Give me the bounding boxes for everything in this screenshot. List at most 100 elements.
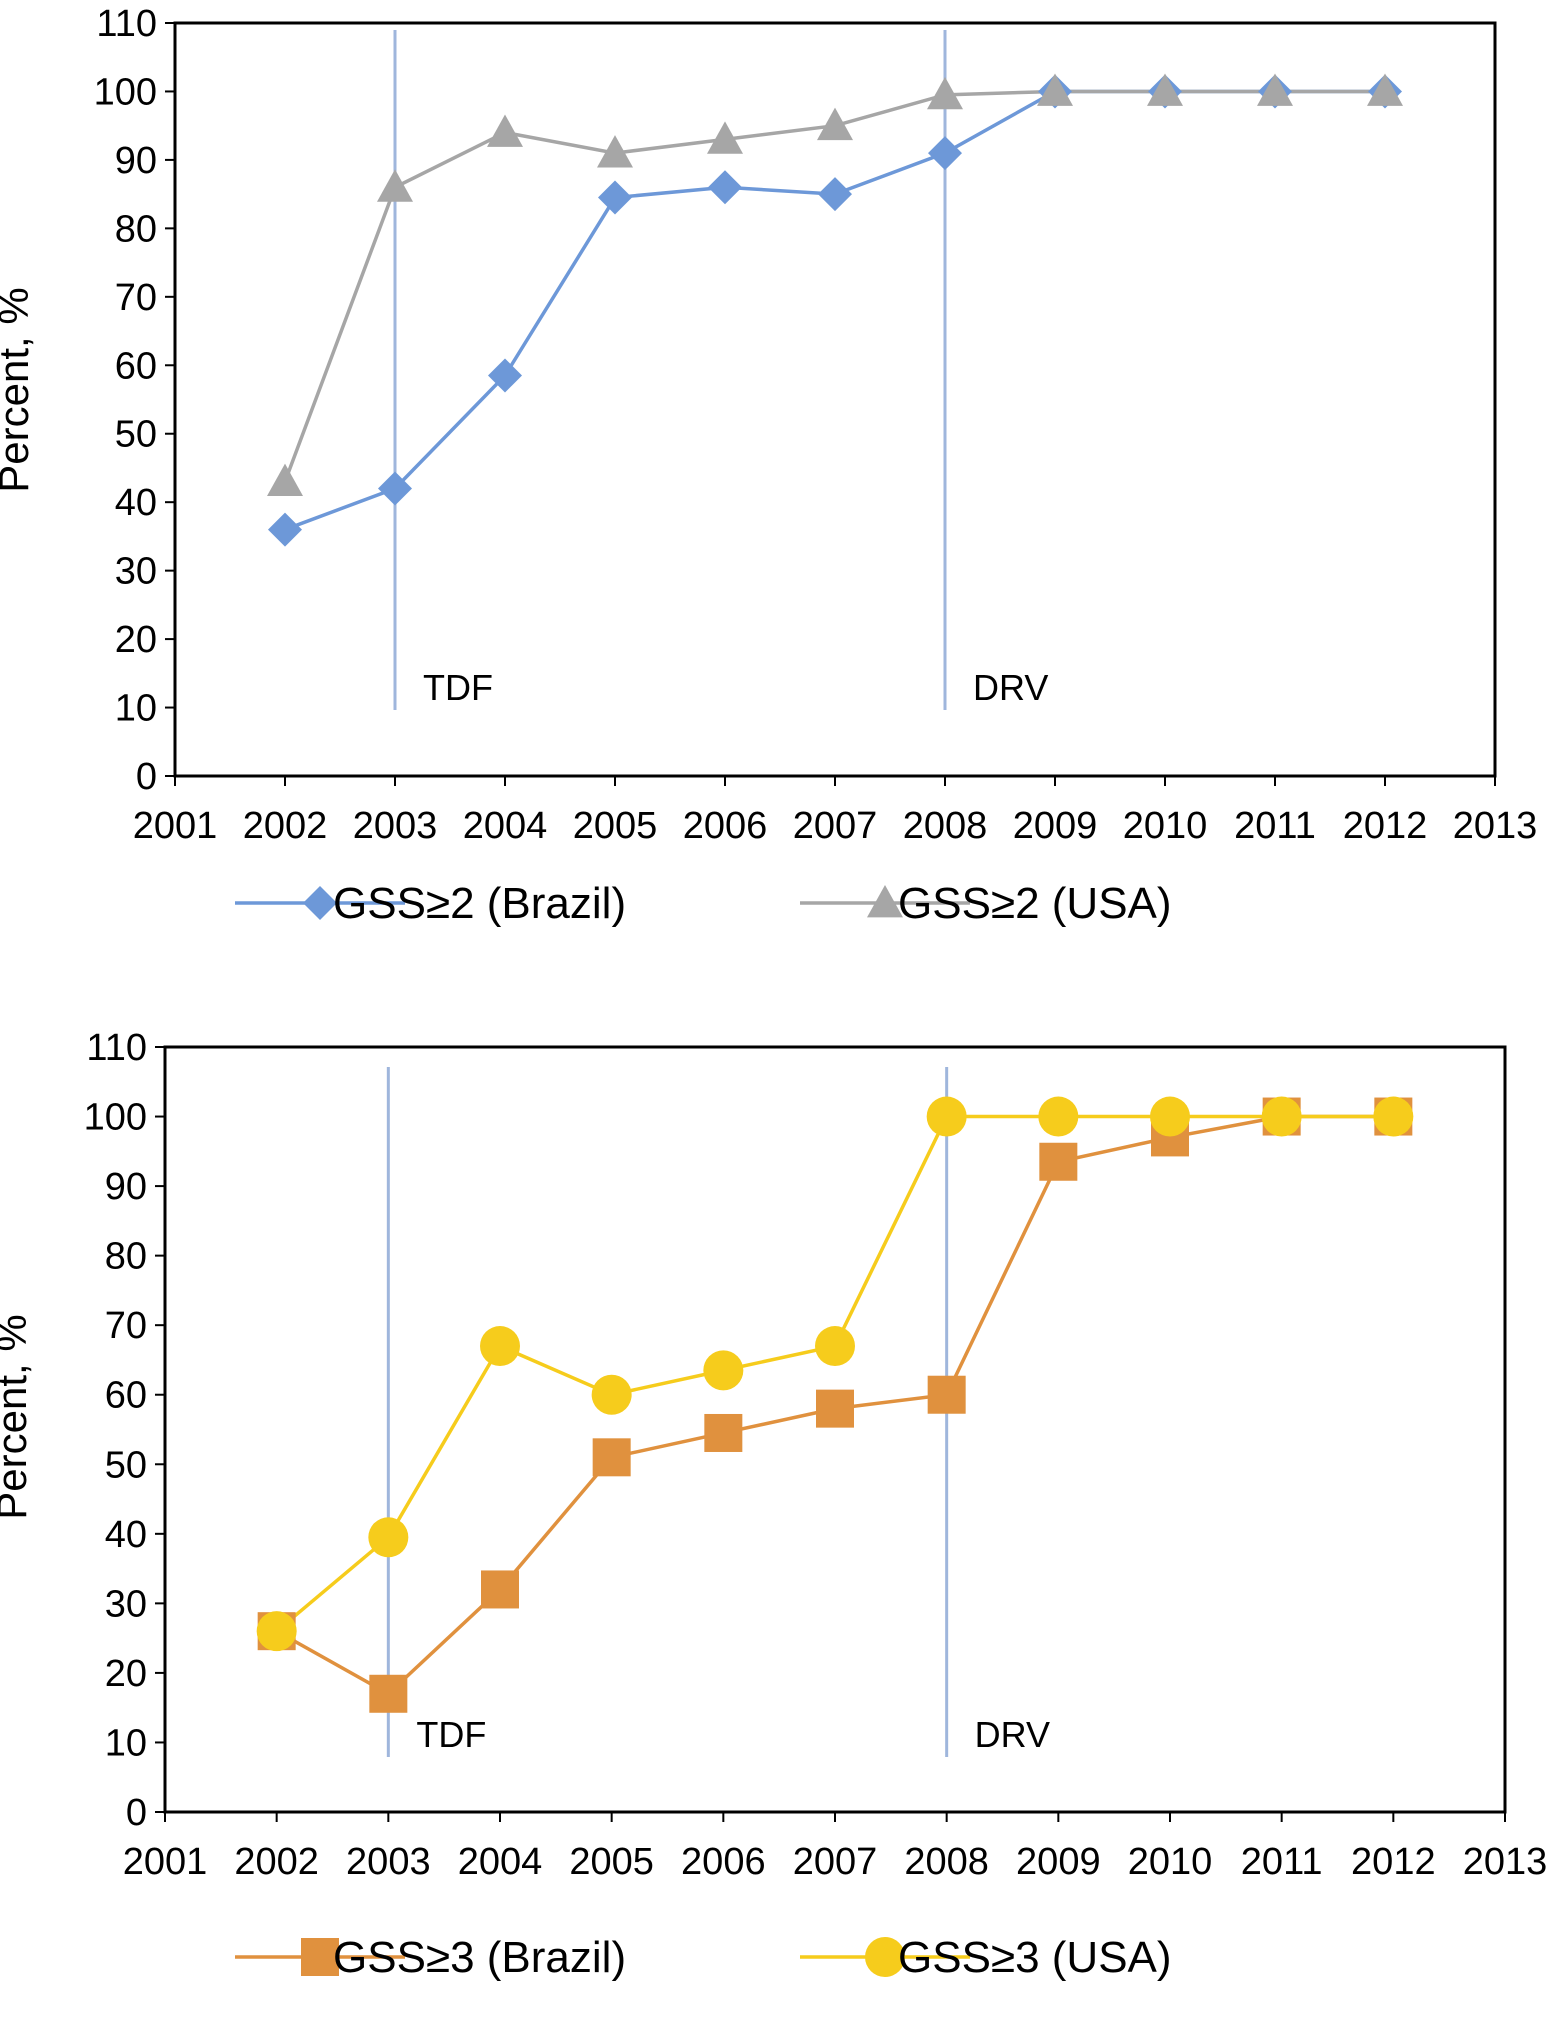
y-tick-label: 20 (115, 619, 157, 661)
x-tick-label: 2001 (123, 1841, 208, 1883)
data-point (1039, 1142, 1078, 1181)
x-tick-label: 2009 (1016, 1841, 1101, 1883)
y-tick-label: 50 (105, 1444, 147, 1486)
data-point (256, 1611, 297, 1652)
data-point (480, 1326, 520, 1367)
legend-label: GSS≥2 (USA) (898, 879, 1172, 928)
x-tick-label: 2008 (904, 1841, 989, 1883)
x-tick-label: 2010 (1128, 1841, 1213, 1883)
data-point (708, 170, 742, 205)
data-point (1261, 1096, 1302, 1137)
data-point (817, 107, 853, 141)
y-tick-label: 60 (105, 1375, 147, 1417)
data-point (815, 1326, 855, 1367)
x-tick-label: 2012 (1351, 1841, 1436, 1883)
legend-marker (301, 1938, 339, 1976)
x-tick-label: 2012 (1343, 805, 1428, 847)
series-line (284, 89, 1385, 532)
data-point (487, 114, 523, 147)
y-tick-label: 110 (96, 3, 157, 45)
y-tick-label: 80 (105, 1236, 147, 1278)
y-tick-label: 70 (105, 1305, 147, 1347)
x-tick-label: 2003 (346, 1841, 431, 1883)
y-tick-label: 40 (115, 482, 157, 524)
x-tick-label: 2013 (1463, 1841, 1548, 1883)
x-tick-label: 2011 (1234, 805, 1316, 847)
data-point (377, 169, 413, 202)
data-point (927, 76, 963, 110)
y-tick-label: 10 (105, 1722, 147, 1764)
legend-marker (867, 885, 903, 918)
legend-label: GSS≥3 (Brazil) (333, 1933, 626, 1982)
x-tick-label: 2009 (1013, 805, 1098, 847)
chart-gss3-svg: 0 10 20 30 40 50 60 70 80 90 100 110 2001 2002 2003 200… (0, 1027, 1548, 1982)
chart-gss3: 0 10 20 30 40 50 60 70 80 90 100 110 2001 2002 2003 200… (0, 1012, 1551, 2022)
y-tick-label: 10 (115, 688, 157, 730)
data-point (369, 1674, 408, 1713)
y-tick-label: 80 (115, 208, 157, 250)
data-point (816, 1389, 854, 1428)
x-tick-label: 2005 (569, 1841, 654, 1883)
y-tick-label: 100 (94, 71, 157, 113)
x-tick-label: 2013 (1453, 805, 1538, 847)
x-tick-label: 2002 (243, 805, 328, 847)
data-point (1037, 73, 1073, 106)
x-tick-label: 2008 (903, 805, 988, 847)
y-tick-label: 30 (115, 551, 157, 593)
vertical-marker-label: DRV (973, 667, 1048, 708)
y-tick-label: 40 (105, 1514, 147, 1556)
data-point (1373, 1096, 1414, 1137)
data-point (1257, 73, 1293, 106)
data-point (488, 358, 522, 393)
data-point (1147, 73, 1183, 106)
x-tick-label: 2011 (1241, 1841, 1323, 1883)
x-tick-label: 2005 (573, 805, 658, 847)
data-point (818, 177, 852, 212)
data-point (1038, 1096, 1079, 1137)
series-line (275, 1114, 1394, 1633)
plot-frame (163, 1045, 1507, 1814)
y-tick-label: 20 (105, 1653, 147, 1695)
data-point (703, 1350, 744, 1391)
data-point (591, 1374, 632, 1415)
x-tick-label: 2006 (683, 805, 768, 847)
y-tick-label: 30 (105, 1583, 147, 1625)
legend-marker (303, 886, 337, 920)
vertical-marker-label: TDF (416, 1714, 486, 1755)
data-point (378, 471, 412, 506)
data-point (481, 1570, 519, 1609)
data-point (707, 121, 743, 154)
x-tick-label: 2007 (793, 805, 878, 847)
data-point (368, 1517, 409, 1558)
x-tick-label: 2006 (681, 1841, 766, 1883)
y-tick-label: 0 (126, 1792, 147, 1834)
y-axis-label: Percent, % (0, 1314, 35, 1519)
data-point (268, 512, 302, 547)
vertical-marker-label: DRV (975, 1714, 1050, 1755)
data-point (927, 1375, 966, 1414)
data-point (1150, 1096, 1190, 1137)
series-line (283, 89, 1385, 483)
data-point (267, 463, 303, 497)
y-tick-label: 0 (136, 756, 157, 798)
y-tick-label: 50 (115, 414, 157, 456)
y-axis-label: Percent, % (0, 287, 37, 492)
data-point (592, 1438, 631, 1477)
y-tick-label: 70 (115, 277, 157, 319)
data-point (597, 135, 633, 168)
y-tick-label: 90 (105, 1166, 147, 1208)
data-point (926, 1096, 967, 1137)
y-tick-label: 90 (115, 140, 157, 182)
legend-marker (865, 1937, 905, 1977)
chart-gss2-svg: 0 10 20 30 40 50 60 70 80 90 100 110 2001 2002 2003 200… (0, 3, 1538, 928)
x-tick-label: 2001 (133, 805, 218, 847)
legend-label: GSS≥3 (USA) (898, 1933, 1172, 1982)
y-tick-label: 60 (115, 345, 157, 387)
data-point (704, 1413, 743, 1452)
vertical-marker-label: TDF (423, 667, 493, 708)
x-tick-label: 2004 (463, 805, 548, 847)
y-tick-label: 110 (86, 1027, 147, 1069)
data-point (598, 180, 632, 215)
x-tick-label: 2003 (353, 805, 438, 847)
y-tick-label: 100 (84, 1097, 147, 1139)
